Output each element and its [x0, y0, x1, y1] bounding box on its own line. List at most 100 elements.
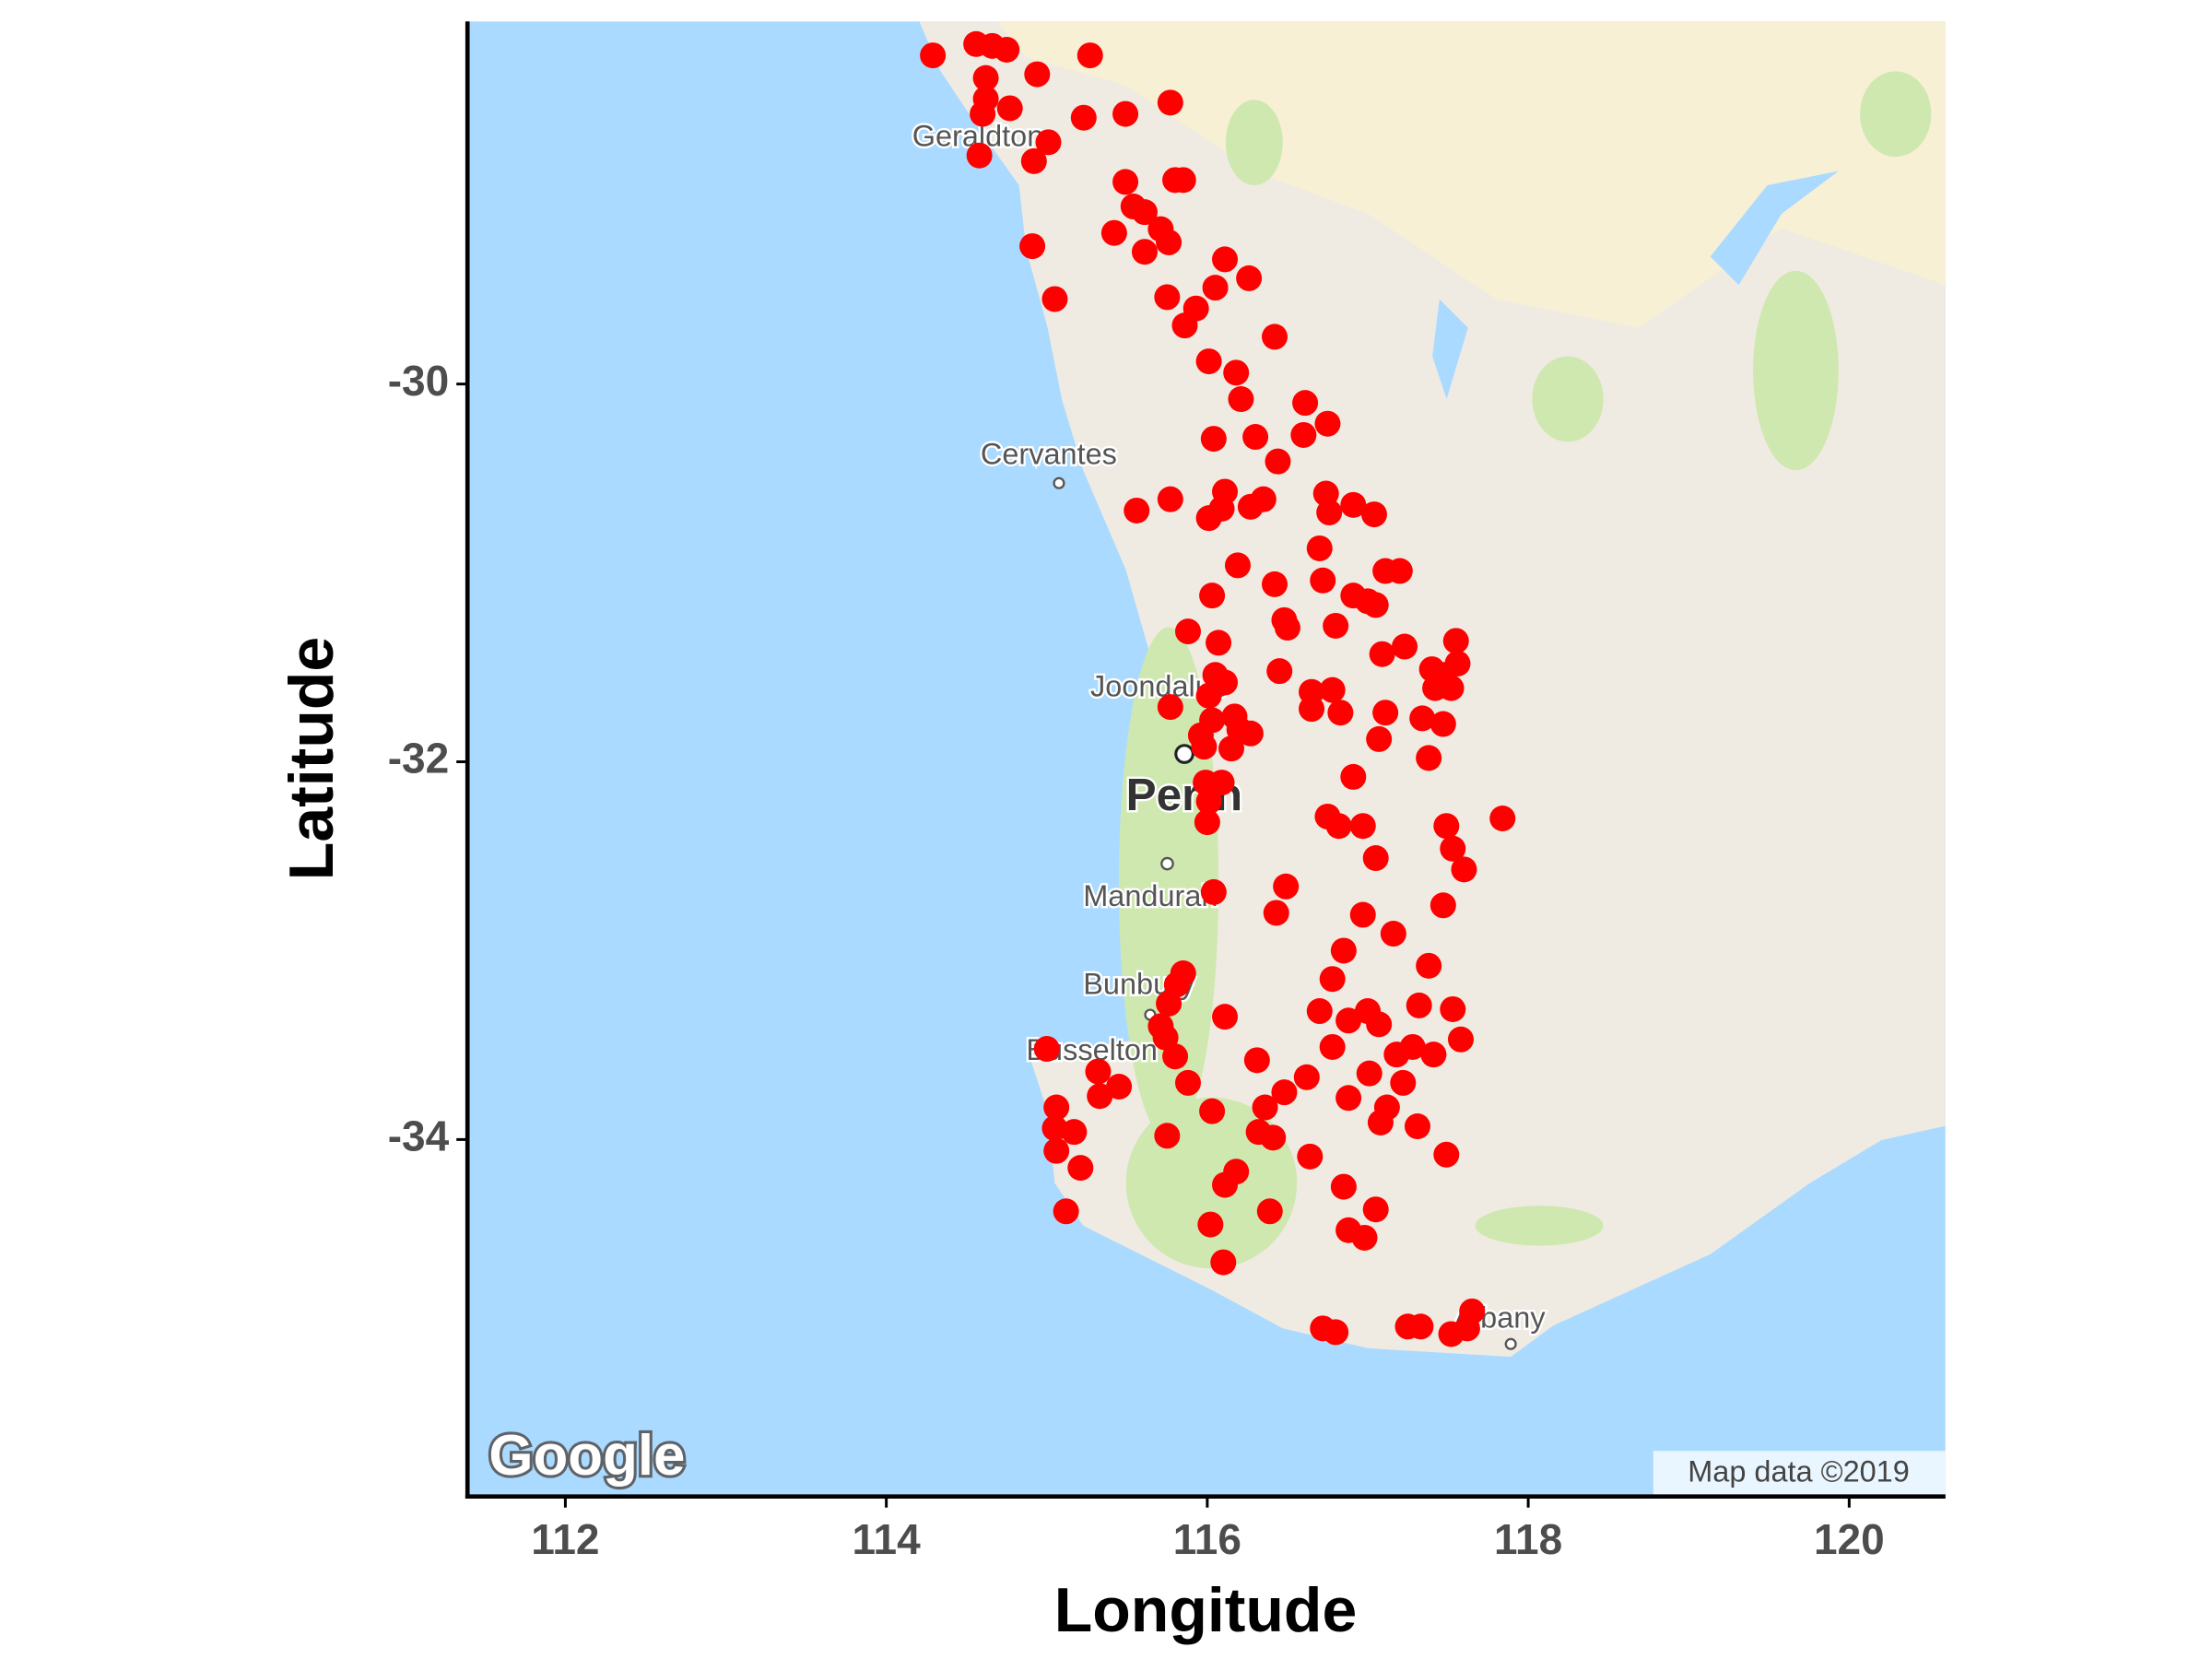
point: [1195, 348, 1222, 375]
point: [1260, 1124, 1287, 1151]
point: [1319, 677, 1346, 703]
x-axis-title: Longitude: [1054, 1575, 1358, 1645]
point: [1310, 567, 1336, 594]
point: [1085, 1058, 1112, 1085]
point: [1020, 147, 1047, 174]
point: [1442, 628, 1469, 654]
point: [1237, 720, 1264, 747]
point: [1489, 806, 1516, 832]
point: [1252, 1094, 1278, 1121]
point: [1156, 990, 1182, 1017]
point: [1061, 1119, 1088, 1146]
point: [1316, 500, 1343, 526]
point: [1356, 1060, 1382, 1087]
point: [1162, 1043, 1189, 1070]
point: [1362, 845, 1389, 872]
point: [1433, 1141, 1460, 1168]
point: [1440, 995, 1466, 1022]
point: [1372, 700, 1399, 726]
point: [1191, 734, 1218, 760]
map-background: Geraldton Cervantes Joondalup Perth Mand…: [465, 21, 1946, 1500]
point: [1390, 1069, 1417, 1096]
point: [1273, 873, 1300, 900]
point: [1242, 424, 1269, 451]
point: [1237, 493, 1264, 520]
point: [1314, 410, 1341, 437]
point: [1174, 1069, 1201, 1096]
y-tick-label: -32: [388, 735, 449, 782]
point: [1340, 763, 1367, 790]
point: [1043, 1137, 1070, 1164]
x-tick-label: 114: [853, 1515, 922, 1563]
point: [1327, 700, 1354, 726]
point: [1399, 1033, 1426, 1060]
point: [1367, 1109, 1394, 1135]
point: [1035, 129, 1062, 156]
point: [1349, 813, 1376, 840]
point: [1292, 390, 1319, 417]
point: [1323, 612, 1349, 639]
place-dot: [1053, 477, 1065, 489]
point: [1206, 629, 1232, 656]
point: [1212, 246, 1239, 273]
point: [1024, 61, 1051, 88]
point: [1195, 505, 1222, 532]
point: [1266, 658, 1293, 685]
point: [1451, 856, 1477, 883]
point: [966, 142, 993, 169]
point: [1406, 992, 1432, 1018]
place-dot: [1174, 744, 1194, 764]
point: [1433, 813, 1460, 840]
point: [1447, 1026, 1474, 1053]
point: [1236, 265, 1263, 291]
point: [1362, 1196, 1389, 1223]
point: [1154, 284, 1181, 311]
x-tick-label: 112: [531, 1515, 599, 1563]
point: [1392, 633, 1418, 660]
point: [1200, 878, 1227, 905]
point: [1077, 42, 1103, 69]
point: [1306, 998, 1333, 1025]
point: [1319, 1033, 1346, 1060]
point: [1171, 312, 1198, 339]
point: [1261, 571, 1288, 597]
attribution-bg: [1653, 1451, 1946, 1497]
google-logo: Google: [488, 1424, 685, 1488]
point: [1212, 1171, 1239, 1198]
point: [1195, 788, 1222, 815]
point: [1112, 169, 1139, 195]
point: [1202, 275, 1229, 301]
point: [1041, 286, 1068, 312]
point: [972, 65, 999, 91]
y-axis-title: Latitude: [276, 637, 347, 880]
point: [1409, 705, 1436, 732]
point: [1224, 552, 1251, 579]
attribution: Map data ©2019: [1688, 1455, 1910, 1488]
point: [1194, 809, 1220, 836]
point: [1407, 1313, 1434, 1340]
point: [1351, 1224, 1378, 1251]
point: [1019, 233, 1046, 260]
point: [1100, 219, 1127, 246]
point: [1197, 1211, 1224, 1238]
point: [1157, 89, 1183, 116]
point: [1112, 100, 1139, 127]
y-tick-label: -30: [388, 357, 449, 405]
point: [1033, 1036, 1060, 1063]
point: [1210, 1249, 1237, 1276]
point: [1067, 1155, 1094, 1182]
point: [996, 95, 1023, 122]
arid-zone: [997, 21, 1946, 328]
point: [1274, 615, 1300, 641]
point: [970, 100, 996, 127]
point: [1212, 1004, 1239, 1030]
point: [1330, 1173, 1357, 1200]
point: [1195, 682, 1222, 709]
point: [1043, 1094, 1070, 1121]
x-tick-label: 118: [1494, 1515, 1562, 1563]
point: [1170, 167, 1196, 194]
point: [1261, 324, 1288, 350]
point: [1440, 835, 1466, 862]
point: [1218, 735, 1244, 762]
